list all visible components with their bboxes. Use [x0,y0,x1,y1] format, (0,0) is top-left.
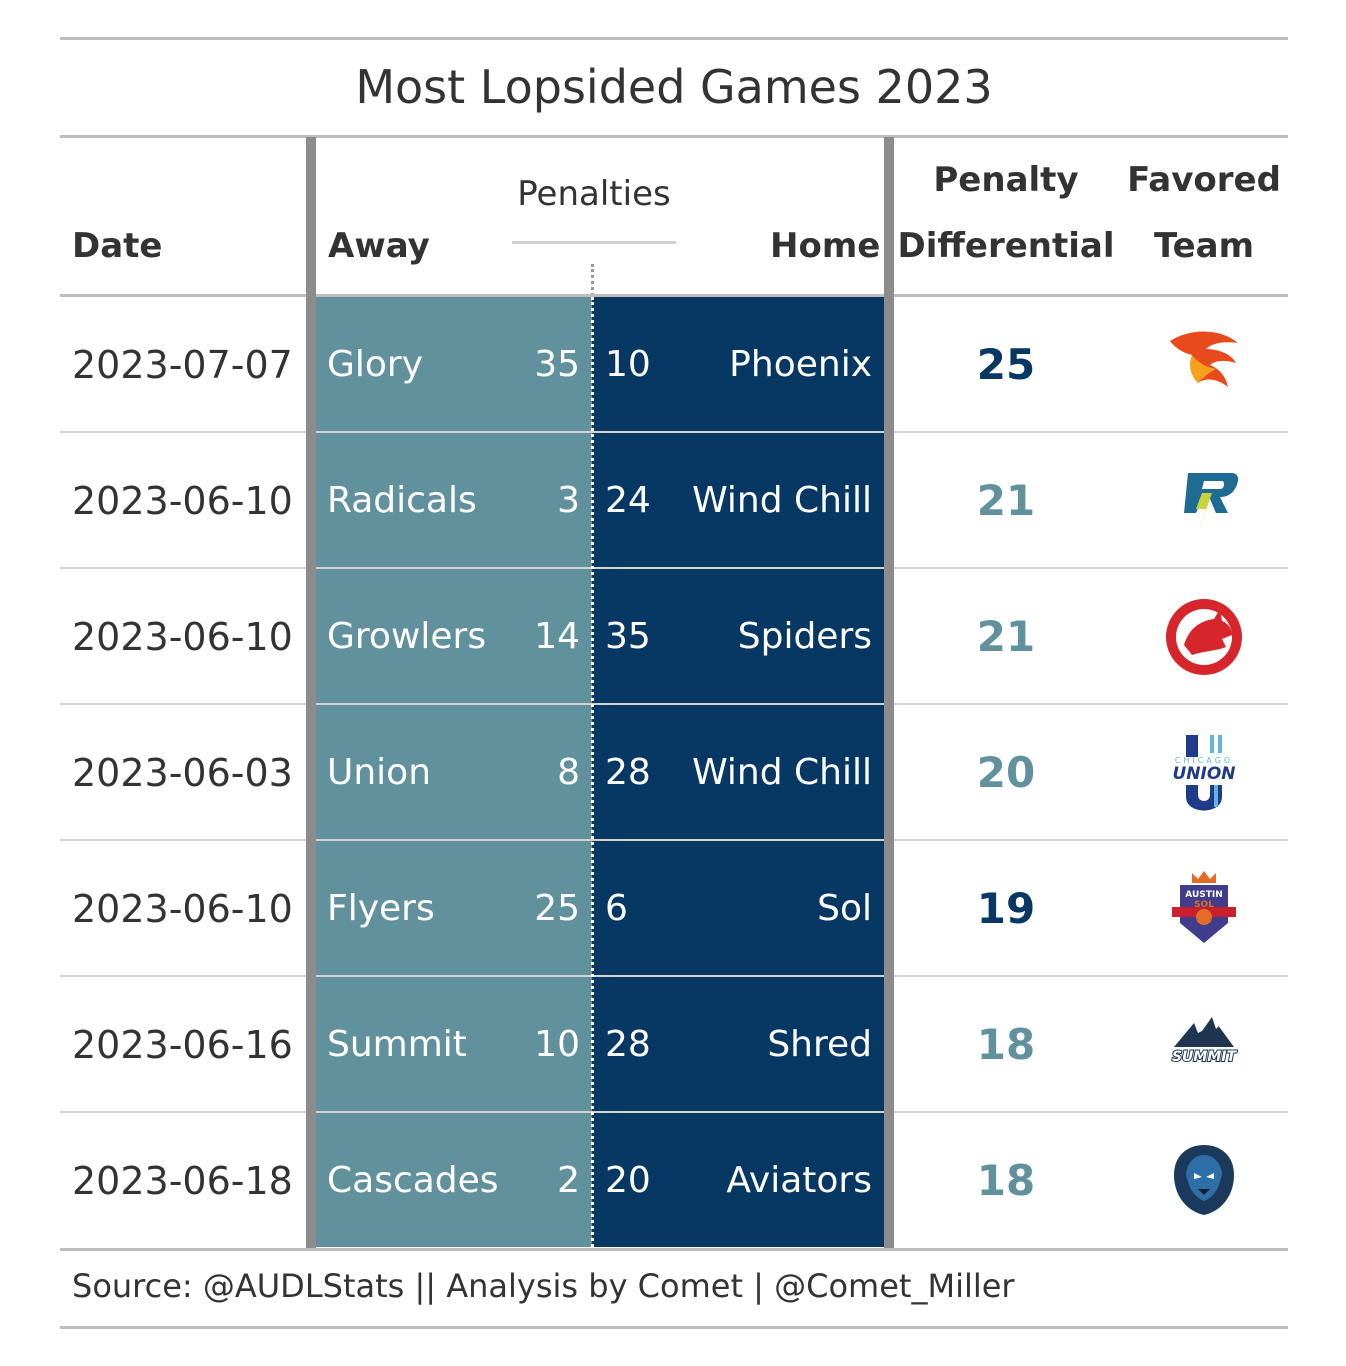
header-diff-line2: Differential [897,226,1115,266]
right-group-divider [884,137,894,1250]
date-cell: 2023-06-18 [72,1159,293,1203]
away-team-name: Union [327,752,432,793]
row-divider [60,567,1288,569]
sol-logo-icon: AUSTIN SOL [1162,867,1246,951]
header-home: Home [770,226,881,266]
away-cell-bg [316,1113,592,1247]
home-cell-bg [592,569,884,703]
cascades-logo-icon [1162,1139,1246,1223]
home-team-name: Sol [817,888,872,929]
growlers-logo-icon [1162,595,1246,679]
away-cell-bg [316,705,592,839]
date-cell: 2023-06-10 [72,479,293,523]
bottom-table-rule [60,1248,1288,1251]
date-cell: 2023-06-10 [72,615,293,659]
header-penalties: Penalties [517,174,671,214]
penalty-differential: 21 [976,476,1036,525]
phoenix-logo-icon [1162,323,1246,407]
home-cell-bg [592,977,884,1111]
penalty-differential: 21 [976,612,1036,661]
away-cell-bg [316,433,592,567]
away-penalties: 14 [534,616,580,657]
away-penalties: 35 [534,344,580,385]
away-cell-bg [316,977,592,1111]
center-divider [591,297,594,1247]
penalty-differential: 19 [976,884,1036,933]
home-team-name: Aviators [726,1160,872,1201]
home-penalties: 20 [605,1160,651,1201]
away-penalties: 2 [557,1160,580,1201]
summit-logo-icon: SUMMIT [1162,1003,1246,1087]
footer-rule [60,1326,1288,1329]
away-cell-bg [316,569,592,703]
row-divider [60,975,1288,977]
home-team-name: Wind Chill [692,480,872,521]
away-team-name: Glory [327,344,424,385]
svg-text:SOL: SOL [1194,900,1214,910]
away-penalties: 25 [534,888,580,929]
home-penalties: 35 [605,616,651,657]
home-penalties: 6 [605,888,628,929]
penalty-differential: 20 [976,748,1036,797]
away-penalties: 3 [557,480,580,521]
home-cell-bg [592,433,884,567]
away-team-name: Flyers [327,888,435,929]
header-center-divider [591,264,594,296]
home-cell-bg [592,841,884,975]
date-cell: 2023-06-10 [72,887,293,931]
date-cell: 2023-06-03 [72,751,293,795]
header-fav-line2: Team [1153,226,1255,266]
header-away: Away [328,226,430,266]
top-rule [60,37,1288,40]
home-team-name: Wind Chill [692,752,872,793]
svg-text:CHICAGO: CHICAGO [1175,756,1233,765]
home-penalties: 28 [605,1024,651,1065]
home-cell-bg [592,705,884,839]
svg-text:UNION: UNION [1172,764,1235,784]
svg-text:AUSTIN: AUSTIN [1185,890,1223,900]
penalty-differential: 18 [976,1020,1036,1069]
penalties-underline [512,241,676,244]
home-cell-bg [592,1113,884,1247]
home-penalties: 28 [605,752,651,793]
date-cell: 2023-07-07 [72,343,293,387]
left-group-divider [306,137,316,1250]
table-title: Most Lopsided Games 2023 [355,60,993,114]
penalty-differential: 18 [976,1156,1036,1205]
row-divider [60,839,1288,841]
away-team-name: Radicals [327,480,477,521]
radicals-logo-icon [1162,459,1246,543]
header-rule [60,294,1288,297]
home-penalties: 24 [605,480,651,521]
row-divider [60,431,1288,433]
away-penalties: 10 [534,1024,580,1065]
header-diff-line1: Penalty [933,160,1079,200]
date-cell: 2023-06-16 [72,1023,293,1067]
row-divider [60,1111,1288,1113]
away-cell-bg [316,841,592,975]
home-cell-bg [592,297,884,431]
home-team-name: Spiders [737,616,872,657]
svg-text:SUMMIT: SUMMIT [1172,1049,1238,1065]
home-team-name: Shred [767,1024,872,1065]
header-fav-line1: Favored [1127,160,1281,200]
union-logo-icon: CHICAGO UNION [1162,731,1246,815]
title-rule [60,135,1288,138]
home-team-name: Phoenix [729,344,872,385]
away-team-name: Growlers [327,616,487,657]
source-note: Source: @AUDLStats || Analysis by Comet … [72,1267,1015,1305]
header-date: Date [72,226,163,266]
away-cell-bg [316,297,592,431]
away-team-name: Cascades [327,1160,499,1201]
row-divider [60,703,1288,705]
away-team-name: Summit [327,1024,467,1065]
penalty-differential: 25 [976,340,1036,389]
home-penalties: 10 [605,344,651,385]
away-penalties: 8 [557,752,580,793]
